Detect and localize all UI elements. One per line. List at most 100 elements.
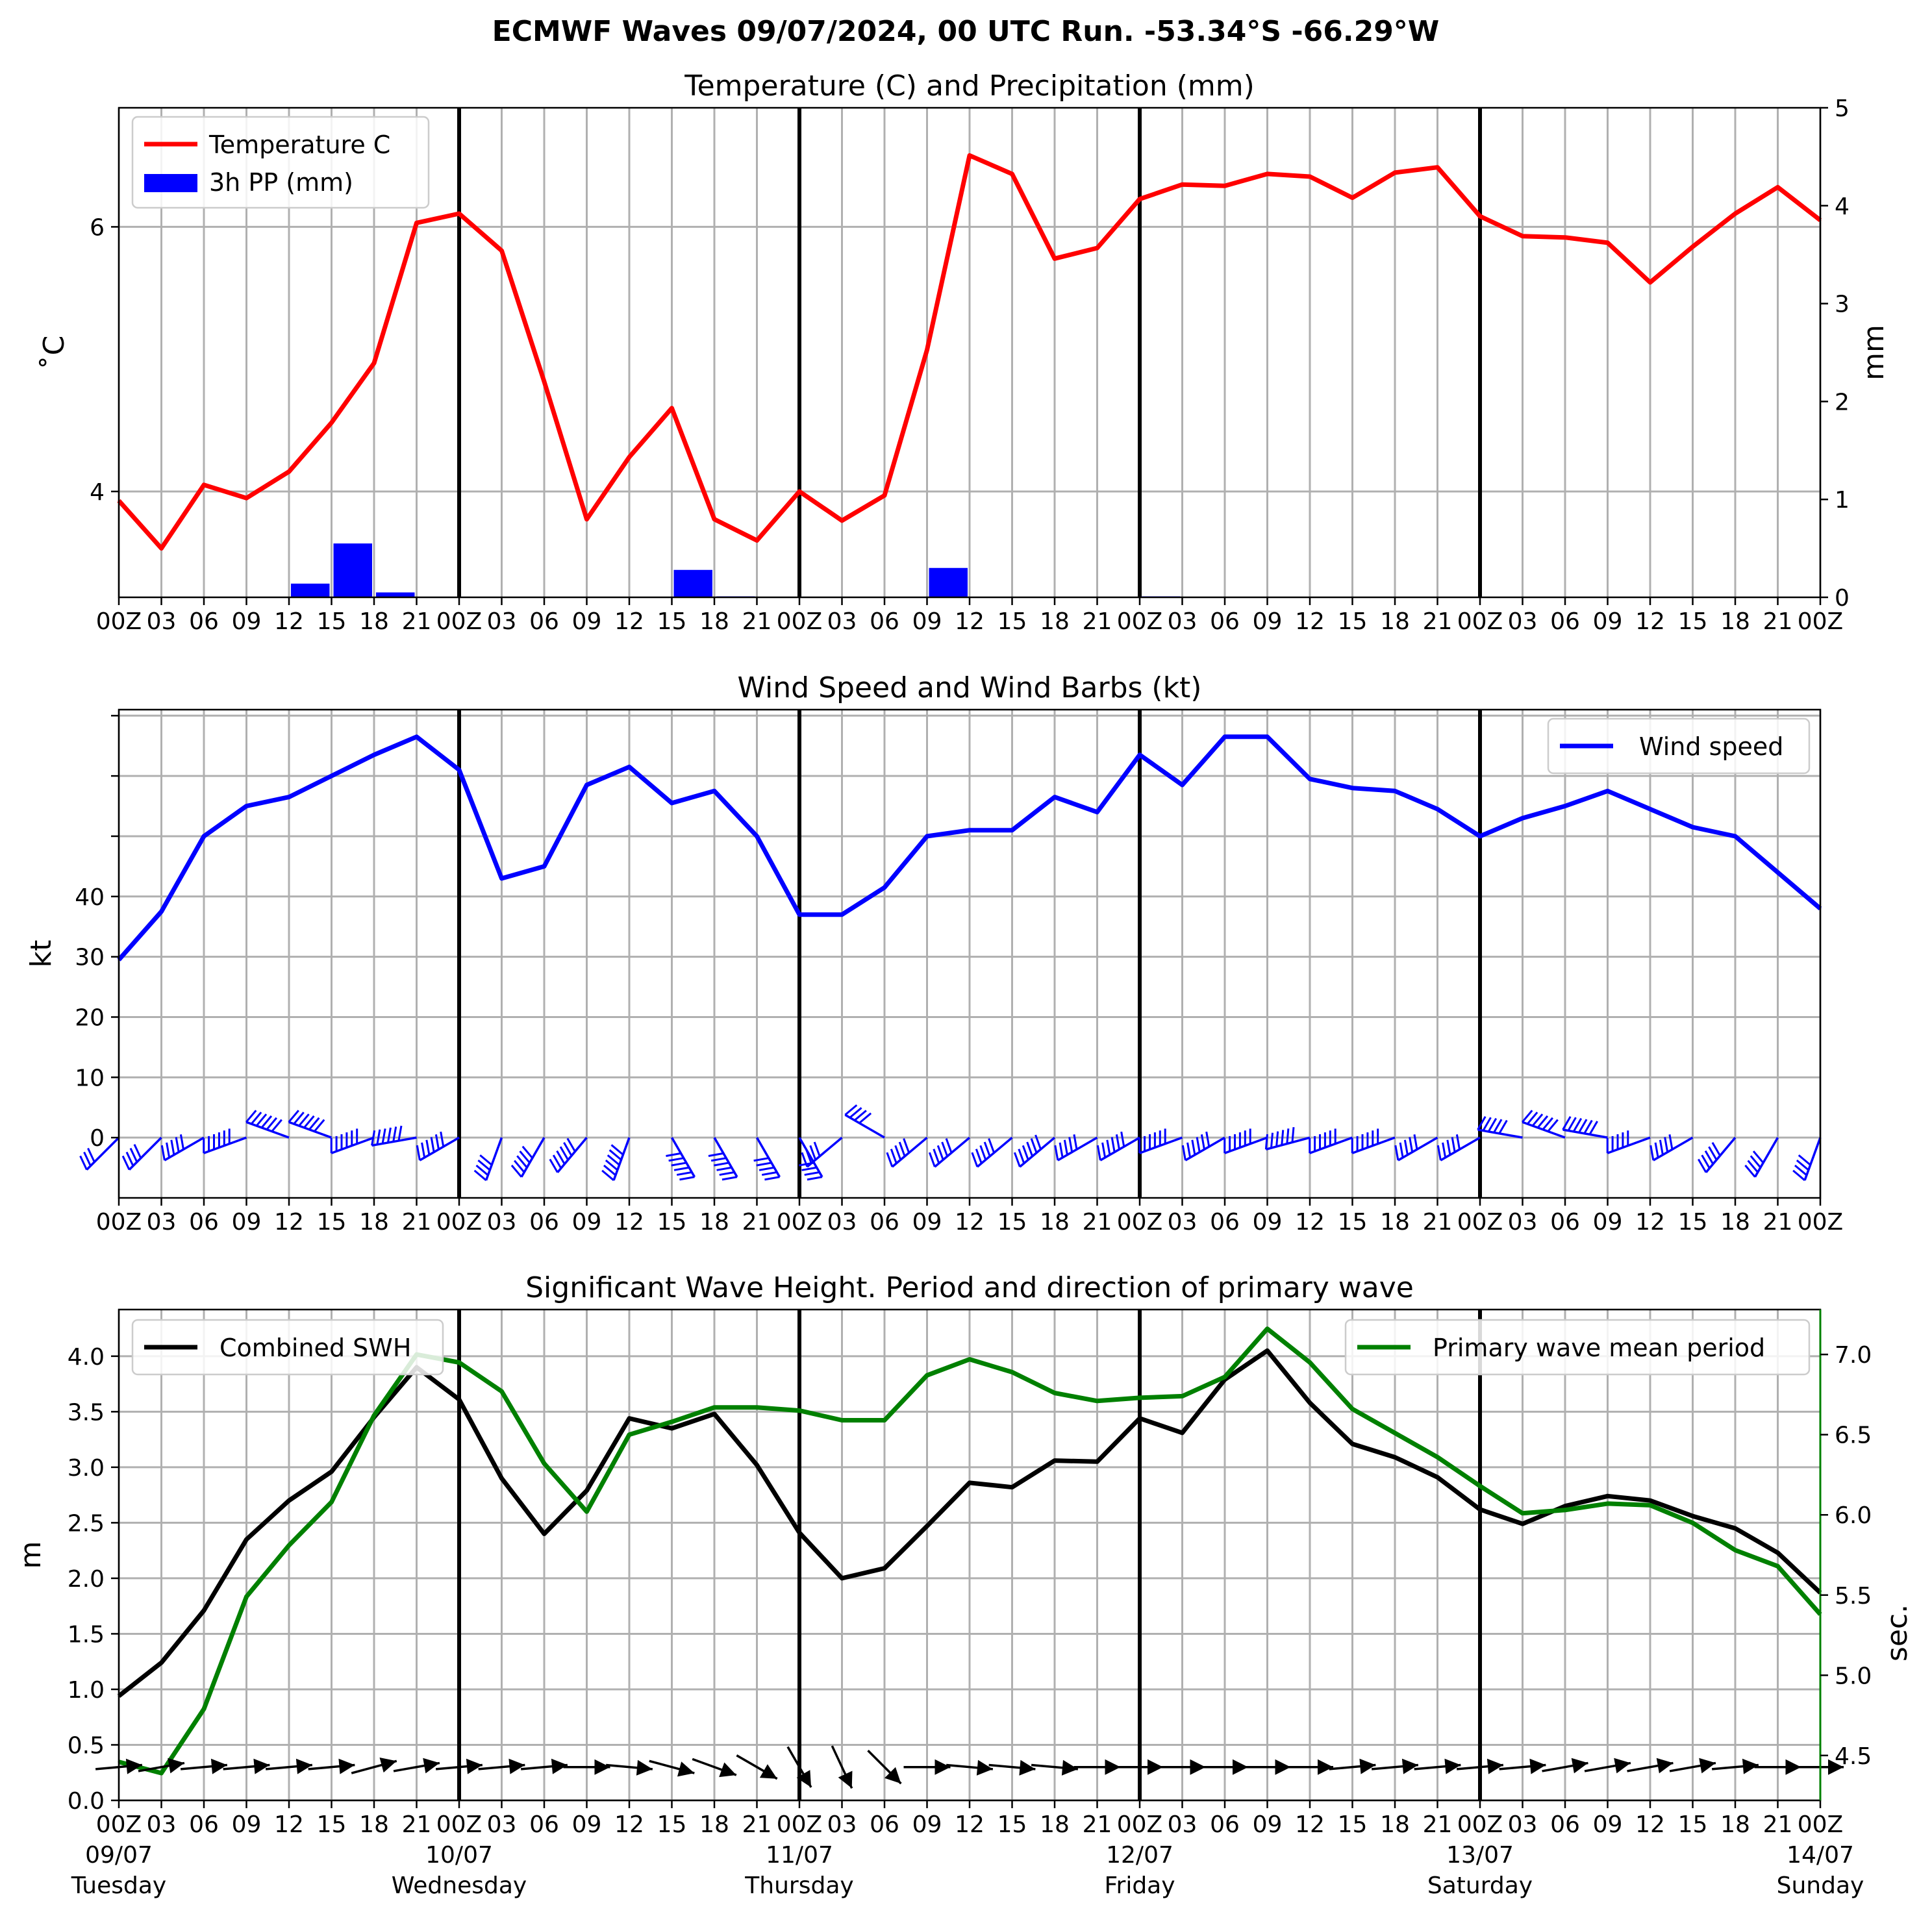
wind-barb-feather xyxy=(1035,1134,1042,1150)
legend-wind-label: Wind speed xyxy=(1639,732,1783,761)
temperature-point xyxy=(245,497,247,499)
wind-speed-point xyxy=(1564,805,1566,808)
temperature-point xyxy=(1138,198,1141,201)
wave-arrow-head xyxy=(677,1761,695,1777)
wind-xtick-label: 12 xyxy=(955,1209,985,1236)
wave-direction-arrow xyxy=(988,1759,1036,1776)
wave-ytick-label: 1.0 xyxy=(68,1677,105,1704)
wave-xtick-label: 15 xyxy=(657,1811,687,1838)
swh-point xyxy=(1053,1460,1056,1462)
wind-barb-feather xyxy=(303,1115,315,1128)
wave-xtick-label: 15 xyxy=(997,1811,1027,1838)
wind-panel-title: Wind Speed and Wind Barbs (kt) xyxy=(738,671,1202,704)
swh-point xyxy=(926,1525,928,1528)
wind-barb-feather xyxy=(886,1152,894,1167)
wind-barb-feather xyxy=(716,1166,732,1171)
wave-arrow-head xyxy=(338,1758,355,1774)
wind-speed-point xyxy=(1394,789,1396,792)
wave-arrow-head xyxy=(636,1759,653,1776)
wind-barb-feather xyxy=(1567,1117,1577,1132)
wind-barb-feather xyxy=(607,1154,620,1166)
wind-barb-feather xyxy=(844,1104,858,1116)
wave-direction-arrow xyxy=(138,1758,185,1774)
wind-barb-shaft xyxy=(484,1137,503,1181)
wave-arrow-head xyxy=(1785,1759,1801,1775)
wave-direction-arrow xyxy=(351,1757,397,1774)
wind-xtick-label: 15 xyxy=(1678,1209,1708,1236)
wind-barb-feather xyxy=(416,1145,421,1161)
temp-xtick-label: 15 xyxy=(657,608,687,635)
wind-barb xyxy=(1013,1134,1056,1168)
wave-direction-arrow xyxy=(946,1759,994,1776)
wind-barb-feather xyxy=(179,1134,184,1150)
temp-xtick-label: 06 xyxy=(529,608,559,635)
wave-direction-arrow xyxy=(1542,1758,1588,1774)
period-point xyxy=(1096,1400,1098,1402)
temp-xtick-label: 21 xyxy=(1423,608,1453,635)
swh-point xyxy=(628,1417,631,1420)
temperature-point xyxy=(756,539,758,541)
wind-barb-feather xyxy=(133,1143,142,1159)
wind-barb-feather xyxy=(859,1112,872,1124)
wave-xtick-label: 18 xyxy=(699,1811,729,1838)
wind-barb-feather xyxy=(1394,1145,1399,1161)
wind-barb-feather xyxy=(805,1149,812,1164)
wind-barb xyxy=(1744,1137,1779,1178)
wind-barb-feather xyxy=(510,1164,523,1178)
wind-barb xyxy=(1792,1137,1822,1182)
wave-xtick-label: 00Z xyxy=(1798,1811,1843,1838)
temperature-point xyxy=(586,518,588,521)
wind-barb-feather xyxy=(440,1131,445,1147)
wave-arrow-head xyxy=(423,1758,440,1774)
wave-xtick-label: 21 xyxy=(402,1811,432,1838)
wind-speed-point xyxy=(160,910,162,913)
wind-xtick-label: 03 xyxy=(827,1209,857,1236)
wind-panel: Wind Speed and Wind Barbs (kt)00Z 03 06 09 1… xyxy=(25,671,1843,1236)
swh-point xyxy=(1309,1402,1311,1404)
period-point xyxy=(628,1434,631,1436)
wind-barb-feather xyxy=(1275,1131,1279,1147)
wave-arrow-head xyxy=(508,1758,525,1774)
wind-barb-shaft xyxy=(86,1136,120,1171)
wave-direction-arrow xyxy=(308,1758,355,1774)
period-point xyxy=(1351,1408,1353,1410)
period-point xyxy=(203,1708,205,1710)
temp-xtick-label: 12 xyxy=(1295,608,1325,635)
wind-barb xyxy=(510,1137,546,1178)
wind-barb-feather xyxy=(266,1117,277,1130)
wave-arrow-head xyxy=(1148,1759,1163,1775)
temp-xtick-label: 06 xyxy=(1210,608,1240,635)
temp-panel-title: Temperature (C) and Precipitation (mm) xyxy=(684,69,1255,103)
wind-barb xyxy=(1650,1134,1694,1162)
wind-speed-point xyxy=(1223,736,1226,738)
wave-direction-arrow xyxy=(1031,1759,1079,1776)
wind-barb-feather xyxy=(894,1145,902,1160)
period-point xyxy=(1564,1509,1566,1511)
wind-speed-point xyxy=(1734,835,1737,838)
temperature-point xyxy=(1479,215,1481,218)
wave-direction-arrow xyxy=(1073,1759,1121,1775)
wind-speed-point xyxy=(1266,736,1268,738)
wind-barb-feather xyxy=(245,1110,257,1123)
temp-xtick-label: 21 xyxy=(1763,608,1793,635)
wind-barb-feather xyxy=(314,1119,325,1132)
swh-point xyxy=(1479,1508,1481,1511)
temp-y2tick-label: 2 xyxy=(1835,389,1850,416)
temp-xtick-label: 03 xyxy=(1508,608,1538,635)
wave-arrow-head xyxy=(1233,1759,1248,1775)
legend-precip-swatch xyxy=(144,174,197,192)
temperature-precip-panel: Temperature (C) and Precipitation (mm)00… xyxy=(38,69,1890,635)
wind-xtick-label: 18 xyxy=(1380,1209,1410,1236)
swh-point xyxy=(883,1567,886,1570)
wave-direction-arrow xyxy=(180,1758,228,1774)
wind-barb xyxy=(330,1128,375,1154)
wind-xtick-label: 06 xyxy=(189,1209,219,1236)
wave-arrow-head xyxy=(253,1758,270,1774)
wave-arrow-head xyxy=(1614,1758,1631,1774)
wind-speed-point xyxy=(1053,796,1056,799)
wave-ytick-label: 3.5 xyxy=(68,1399,105,1426)
period-point xyxy=(1138,1397,1141,1399)
wind-barb xyxy=(971,1136,1013,1168)
wind-xtick-label: 06 xyxy=(529,1209,559,1236)
wave-xtick-label: 03 xyxy=(487,1811,517,1838)
